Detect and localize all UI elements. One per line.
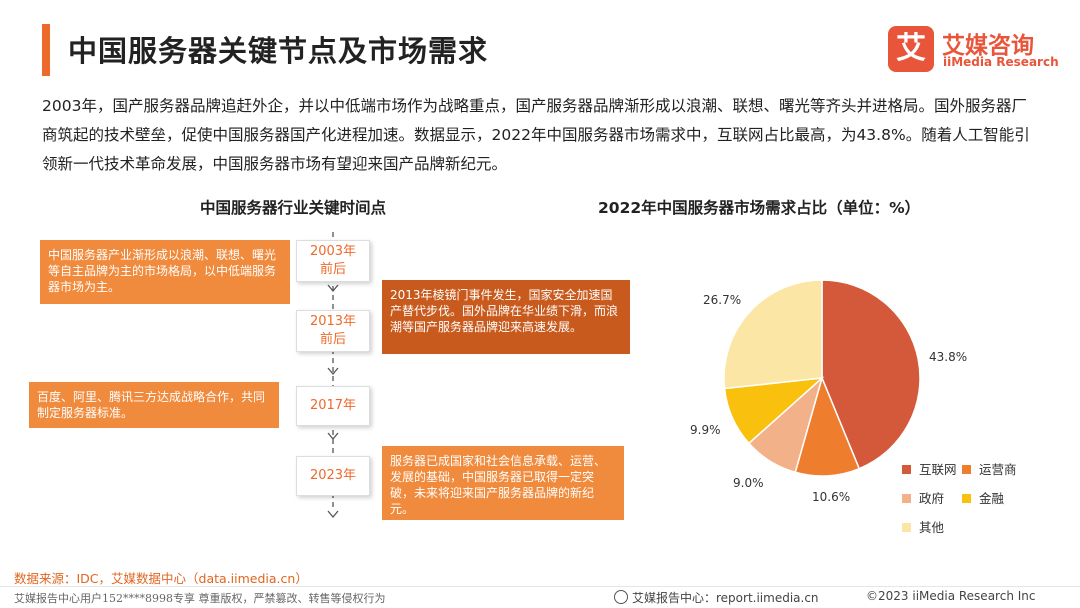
timeline-event-2017: 百度、阿里、腾讯三方达成战略合作，共同制定服务器标准。 <box>29 382 279 428</box>
timeline-event-2023: 服务器已成国家和社会信息承载、运营、发展的基础，中国服务器已取得一定突破，未来将… <box>382 446 624 520</box>
footer-report-center: 艾媒报告中心：report.iimedia.cn <box>614 589 819 606</box>
logo-english-name: iiMedia Research <box>943 55 1059 69</box>
timeline-year-2013: 2013年 前后 <box>296 310 370 352</box>
legend-finance: 金融 <box>962 488 1004 507</box>
legend-label-government: 政府 <box>919 491 945 506</box>
pie-slice-internet <box>821 279 921 470</box>
footer-copyright-notice: 艾媒报告中心用户152****8998专享 尊重版权，严禁篡改、转售等侵权行为 <box>14 592 386 605</box>
footer-divider <box>0 586 1080 587</box>
timeline-year-2003: 2003年 前后 <box>296 240 370 282</box>
legend-government: 政府 <box>902 488 944 507</box>
legend-telecom: 运营商 <box>962 459 1017 478</box>
legend-swatch-internet <box>902 465 911 474</box>
title-accent-bar <box>42 24 50 76</box>
legend-swatch-telecom <box>962 465 971 474</box>
legend-swatch-government <box>902 494 911 503</box>
timeline-heading: 中国服务器行业关键时间点 <box>200 199 387 217</box>
legend-label-telecom: 运营商 <box>979 462 1017 477</box>
timeline-year-2017: 2017年 <box>296 386 370 426</box>
legend-swatch-other <box>902 523 911 532</box>
footer-copyright: ©2023 iiMedia Research Inc <box>866 589 1036 603</box>
legend-swatch-finance <box>962 494 971 503</box>
data-source-note: 数据来源：IDC，艾媒数据中心（data.iimedia.cn） <box>14 571 308 586</box>
pie-label-internet: 43.8% <box>929 350 968 364</box>
globe-icon <box>614 590 628 604</box>
pie-label-other: 26.7% <box>703 293 742 307</box>
iimedia-logo: 艾 艾媒咨询 iiMedia Research <box>888 26 1068 74</box>
intro-paragraph: 2003年，国产服务器品牌追赶外企，并以中低端市场作为战略重点，国产服务器品牌渐… <box>42 97 1030 173</box>
legend-label-internet: 互联网 <box>919 462 957 477</box>
timeline-event-2013: 2013年棱镜门事件发生，国家安全加速国产替代步伐。国外品牌在华业绩下滑，而浪潮… <box>382 280 630 354</box>
footer-report-center-link[interactable]: 艾媒报告中心：report.iimedia.cn <box>632 591 819 605</box>
pie-slice-other <box>723 279 823 390</box>
logo-mark: 艾 <box>888 26 934 72</box>
page-title: 中国服务器关键节点及市场需求 <box>68 34 489 68</box>
timeline-year-2023: 2023年 <box>296 456 370 496</box>
pie-label-finance: 9.9% <box>690 423 721 437</box>
legend-internet: 互联网 <box>902 459 957 478</box>
legend-label-other: 其他 <box>919 520 945 535</box>
pie-label-government: 9.0% <box>733 476 764 490</box>
pie-label-telecom: 10.6% <box>812 490 851 504</box>
legend-label-finance: 金融 <box>979 491 1005 506</box>
timeline-event-2003: 中国服务器产业渐形成以浪潮、联想、曙光等自主品牌为主的市场格局，以中低端服务器市… <box>40 240 290 304</box>
legend-other: 其他 <box>902 517 944 536</box>
logo-chinese-name: 艾媒咨询 <box>942 33 1034 59</box>
pie-chart-title: 2022年中国服务器市场需求占比（单位：%） <box>598 199 921 217</box>
